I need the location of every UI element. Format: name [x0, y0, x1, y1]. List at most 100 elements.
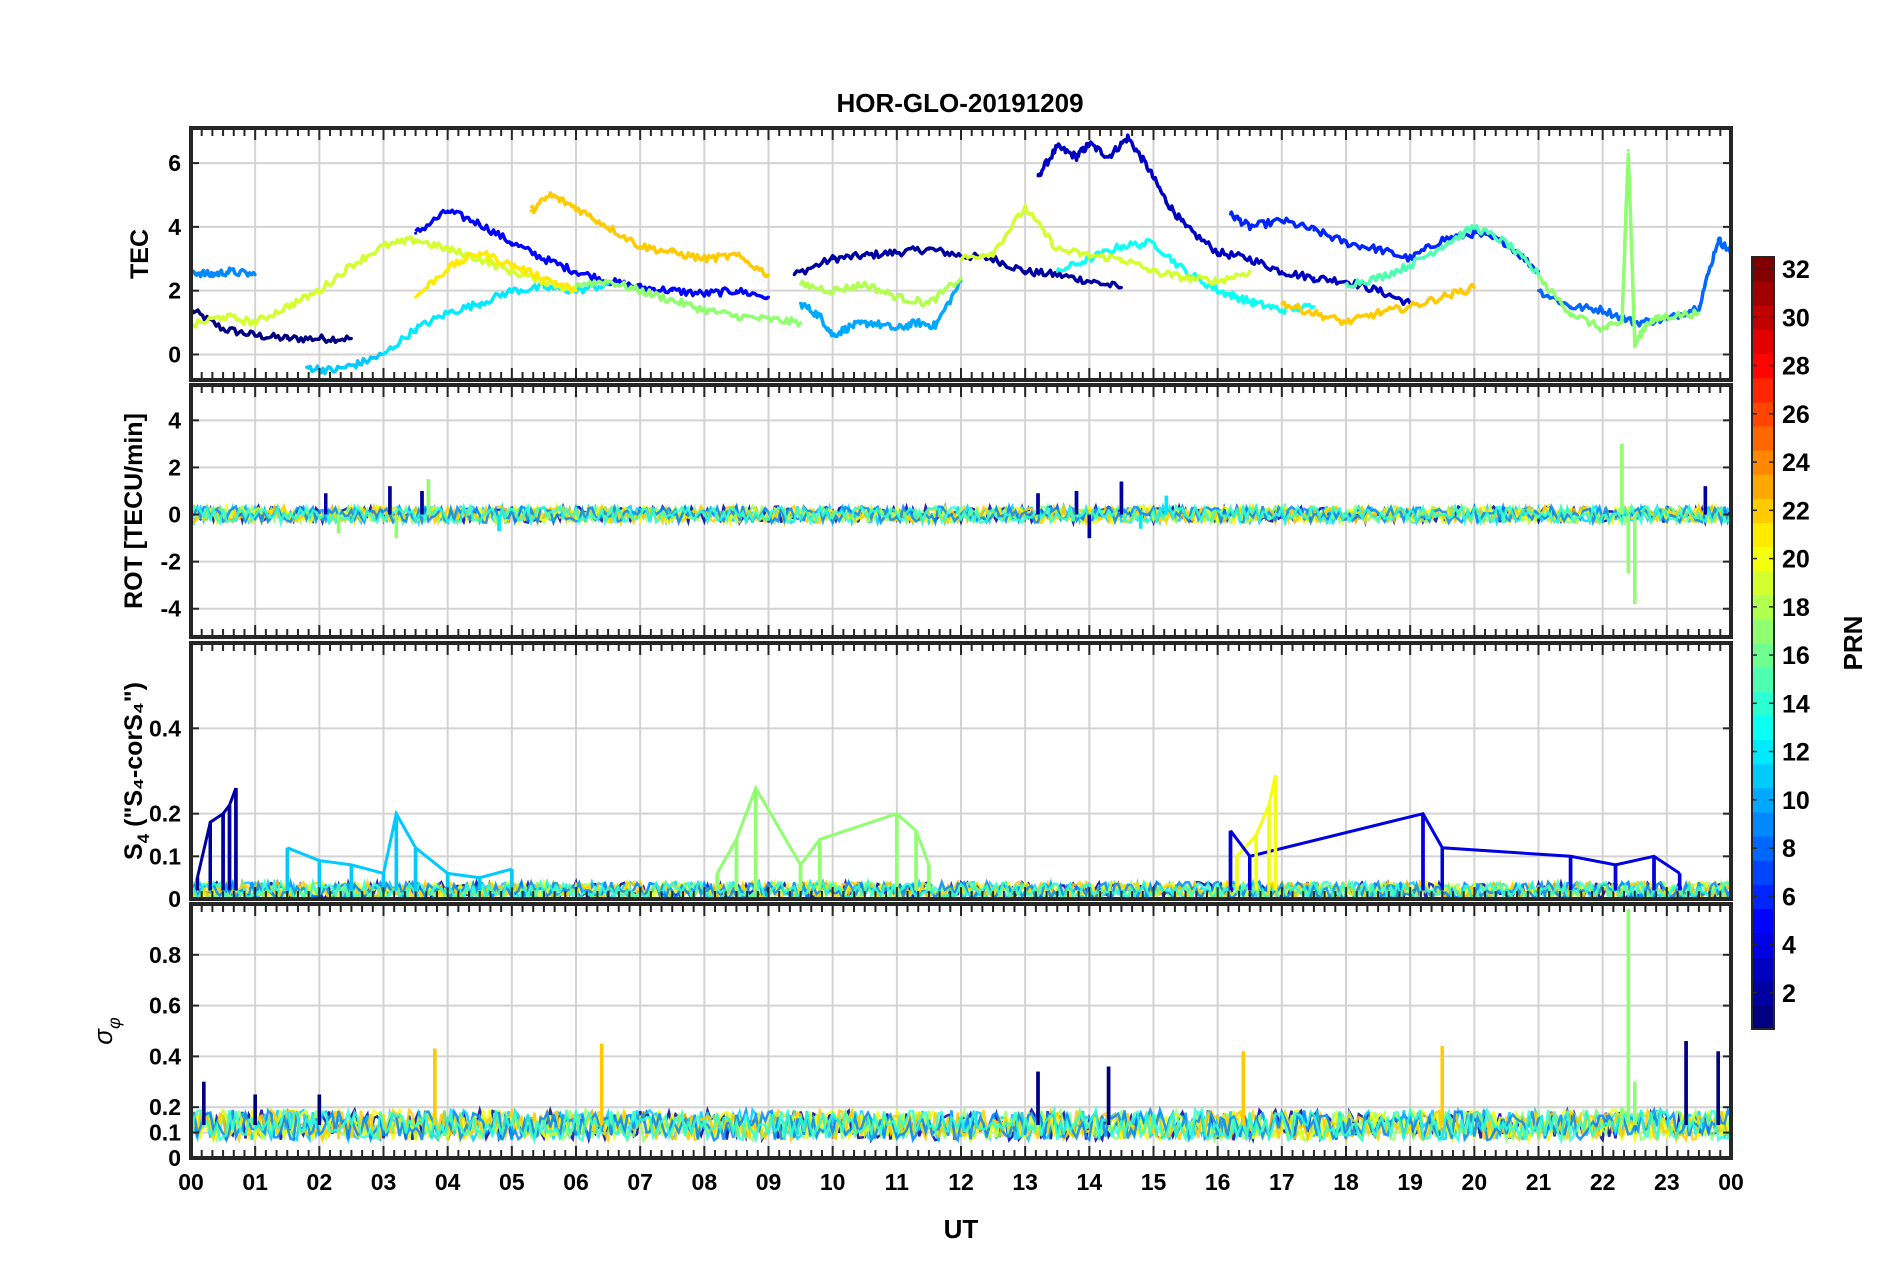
- tec-data-point: [542, 285, 546, 289]
- tec-data-point: [1312, 276, 1316, 280]
- ytick-label-rot: 4: [168, 407, 181, 433]
- tec-series-line: [1344, 224, 1541, 289]
- tec-data-point: [1440, 244, 1444, 248]
- tec-data-point: [478, 301, 482, 305]
- tec-data-point: [1280, 301, 1284, 305]
- panel-rot-series: [191, 443, 1731, 605]
- colorbar-cell: [1752, 860, 1774, 885]
- tec-series-line: [191, 266, 257, 279]
- tec-data-point: [1408, 257, 1412, 261]
- tec-data-point: [1164, 199, 1168, 203]
- tec-data-point: [638, 244, 642, 248]
- colorbar-cell: [1752, 618, 1774, 644]
- xtick-label: 12: [948, 1169, 974, 1195]
- ytick-label-rot: -2: [161, 549, 181, 575]
- tec-data-point: [1248, 225, 1252, 229]
- tec-data-point: [702, 257, 706, 261]
- colorbar-tick-label: 22: [1782, 497, 1810, 525]
- colorbar-cell: [1752, 787, 1774, 813]
- tec-data-point: [606, 225, 610, 229]
- tec-data-point: [1216, 279, 1220, 283]
- tec-data-point: [1472, 285, 1476, 289]
- tec-series-line: [415, 249, 578, 298]
- xtick-label: 04: [435, 1169, 461, 1195]
- tec-series-line: [1228, 209, 1539, 274]
- colorbar-cell: [1752, 401, 1774, 427]
- colorbar-cell: [1752, 763, 1774, 789]
- tec-data-point: [253, 333, 257, 337]
- colorbar-cell: [1752, 594, 1774, 620]
- tec-data-point: [1023, 206, 1027, 210]
- tec-data-point: [574, 282, 578, 286]
- tec-data-point: [1408, 305, 1412, 309]
- colorbar-cell: [1752, 546, 1774, 572]
- tec-series-line: [1036, 133, 1412, 307]
- tec-data-point: [478, 222, 482, 226]
- tec-data-point: [221, 327, 225, 331]
- colorbar-label: PRN: [1838, 616, 1868, 671]
- tec-data-point: [1145, 164, 1149, 168]
- colorbar-tick-label: 14: [1782, 690, 1810, 718]
- colorbar-cell: [1752, 956, 1774, 982]
- colorbar-cell: [1752, 377, 1774, 403]
- tec-data-point: [734, 314, 738, 318]
- tec-data-point: [927, 301, 931, 305]
- tec-data-point: [1036, 174, 1040, 178]
- tec-data-point: [959, 276, 963, 280]
- tec-data-point: [446, 209, 450, 213]
- tec-data-point: [1280, 219, 1284, 223]
- ytick-label-tec: 0: [168, 341, 181, 367]
- tec-data-point: [1280, 270, 1284, 274]
- colorbar-gradient: [1752, 257, 1774, 1030]
- tec-data-point: [317, 289, 321, 293]
- xtick-label: 10: [820, 1169, 846, 1195]
- tec-data-point: [1601, 308, 1605, 312]
- tec-data-point: [1107, 155, 1111, 159]
- tec-data-point: [1184, 270, 1188, 274]
- colorbar-cell: [1752, 498, 1774, 523]
- tec-series-line: [1056, 238, 1315, 315]
- colorbar-tick-label: 8: [1782, 835, 1796, 863]
- tec-data-point: [1440, 295, 1444, 299]
- panel-tec: 0 2 4 6 TEC: [126, 126, 1733, 382]
- tec-data-point: [285, 305, 289, 309]
- rot-noise-band: [191, 502, 1731, 528]
- colorbar-cell: [1752, 643, 1774, 668]
- tec-data-point: [799, 282, 803, 286]
- tec-data-point: [1216, 250, 1220, 254]
- tec-data-point: [574, 206, 578, 210]
- sigma-noise-band: [191, 1105, 1731, 1145]
- tec-data-point: [1633, 343, 1637, 347]
- tec-data-point: [382, 352, 385, 356]
- tec-data-point: [1055, 273, 1059, 277]
- tec-data-point: [831, 333, 835, 337]
- colorbar-cell: [1752, 305, 1774, 330]
- colorbar-tick-label: 6: [1782, 883, 1796, 911]
- tec-data-point: [1119, 285, 1123, 289]
- tec-data-point: [818, 314, 822, 318]
- tec-data-point: [1312, 305, 1316, 309]
- panel-sigma-ylabel-main: σ: [88, 1028, 118, 1045]
- tec-data-point: [670, 289, 674, 293]
- colorbar-cell: [1752, 836, 1774, 861]
- panel-sigma-ylabel-sub: φ: [104, 1017, 124, 1029]
- xtick-label: 23: [1654, 1169, 1680, 1195]
- ytick-label-sigma: 0: [168, 1145, 181, 1171]
- ytick-label-sigma: 0.2: [149, 1094, 181, 1120]
- xtick-label: 14: [1077, 1169, 1103, 1195]
- tec-data-point: [1408, 263, 1412, 267]
- tec-data-point: [208, 273, 212, 277]
- ytick-label-s4: 0.2: [149, 801, 181, 827]
- colorbar-cell: [1752, 715, 1774, 741]
- tec-data-point: [1280, 308, 1284, 312]
- xtick-label: 08: [692, 1169, 718, 1195]
- x-axis-ticks: 00 01 02 03 04 05 06 07 08 09 10 11 12 13 14 15 16 17 18 19…: [178, 1169, 1744, 1195]
- xtick-label: 21: [1526, 1169, 1552, 1195]
- xtick-label: 17: [1269, 1169, 1295, 1195]
- panel-sigma-series: [191, 909, 1731, 1145]
- ytick-label-sigma: 0.8: [149, 942, 181, 968]
- tec-data-point: [1152, 241, 1155, 245]
- colorbar-cell: [1752, 281, 1774, 306]
- xtick-label: 00: [1718, 1169, 1744, 1195]
